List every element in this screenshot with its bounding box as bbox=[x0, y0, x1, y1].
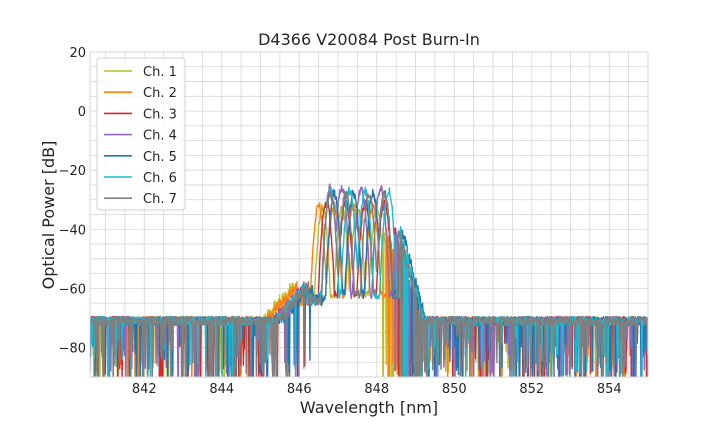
x-tick-label: 846 bbox=[287, 382, 312, 397]
series-line-7 bbox=[90, 190, 648, 377]
y-tick-label: 20 bbox=[69, 46, 86, 61]
x-tick-label: 850 bbox=[442, 382, 467, 397]
legend-entry: Ch. 3 bbox=[143, 107, 177, 122]
y-axis-label: Optical Power [dB] bbox=[39, 141, 58, 290]
legend-entry: Ch. 1 bbox=[143, 65, 177, 80]
y-tick-label: −60 bbox=[59, 282, 86, 297]
chart-title: D4366 V20084 Post Burn-In bbox=[258, 30, 480, 49]
x-tick-label: 852 bbox=[519, 382, 544, 397]
x-axis-label: Wavelength [nm] bbox=[300, 398, 438, 417]
tick-labels: 842 844 846 848 850 852 854 −80 −60 −40 −20 0 20 bbox=[59, 46, 622, 397]
y-tick-label: −80 bbox=[59, 341, 86, 356]
legend-frame bbox=[96, 57, 186, 211]
plot-frame bbox=[89, 51, 649, 378]
legend-entry: Ch. 4 bbox=[143, 129, 177, 144]
x-tick-label: 848 bbox=[364, 382, 389, 397]
legend-entry: Ch. 5 bbox=[143, 150, 177, 165]
x-tick-label: 844 bbox=[209, 382, 234, 397]
y-tick-label: −20 bbox=[59, 164, 86, 179]
y-tick-label: −40 bbox=[59, 223, 86, 238]
series-group bbox=[90, 183, 648, 377]
y-tick-label: 0 bbox=[78, 105, 86, 120]
legend-entry: Ch. 2 bbox=[143, 86, 177, 101]
legend-entry: Ch. 6 bbox=[143, 171, 177, 186]
x-tick-label: 842 bbox=[132, 382, 157, 397]
legend: Ch. 1 Ch. 2 Ch. 3 Ch. 4 Ch. 5 Ch. 6 Ch. 7 bbox=[96, 57, 186, 211]
x-tick-label: 854 bbox=[597, 382, 622, 397]
legend-entry: Ch. 7 bbox=[143, 192, 177, 207]
